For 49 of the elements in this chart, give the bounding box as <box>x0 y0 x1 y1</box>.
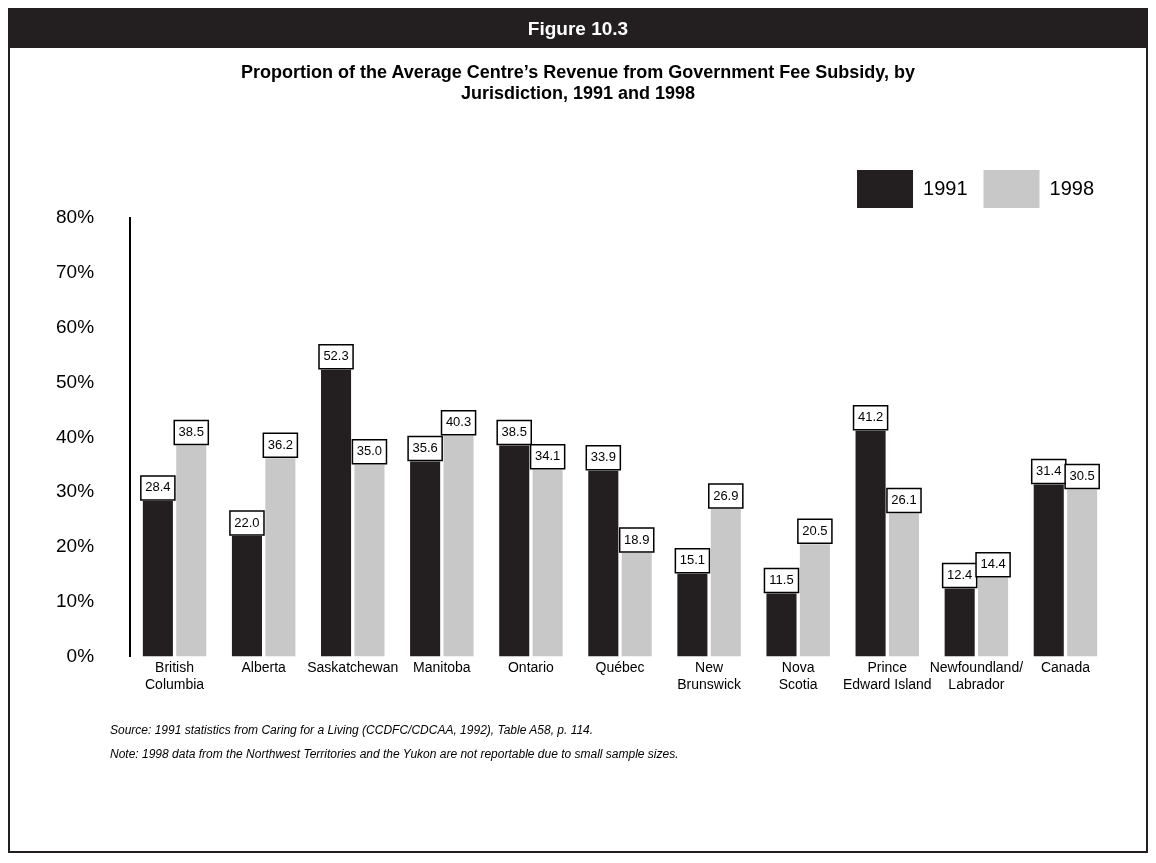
data-label: 12.4 <box>947 567 973 583</box>
y-tick-label: 70% <box>56 261 95 283</box>
text: Note: 1998 data from the Northwest Territories and the Yukon are not reportable due to small sample sizes. <box>110 746 680 763</box>
chart-subtitle: Figure 10.3 <box>10 10 1146 48</box>
x-tick-label: Alberta <box>241 658 287 675</box>
y-tick-label: 30% <box>56 480 95 502</box>
x-tick-label: Québec <box>595 658 645 675</box>
data-label: 35.0 <box>356 443 383 459</box>
x-tick-label: Nova Scotia <box>778 658 818 692</box>
data-label: 40.3 <box>445 414 472 430</box>
data-label: 36.2 <box>267 436 294 452</box>
data-label: 41.2 <box>857 409 884 425</box>
data-label: 15.1 <box>679 552 706 568</box>
data-label: 22.0 <box>234 514 260 530</box>
x-tick-label: Prince Edward Island <box>842 658 932 692</box>
y-tick-label: 80% <box>56 206 95 228</box>
data-label: 35.6 <box>412 440 438 455</box>
data-label: 52.3 <box>323 348 349 364</box>
y-tick-label: 0% <box>66 644 95 666</box>
data-label: 20.5 <box>802 522 828 538</box>
y-tick-label: 40% <box>56 425 95 447</box>
x-tick-label: Manitoba <box>413 658 471 675</box>
source-note: Source: 1991 statistics from Caring for a Living (CCDFC/CDCAA, 1992), Table A58, p. 114. <box>110 722 595 739</box>
x-tick-label: Ontario <box>507 658 555 675</box>
x-tick-label: New Brunswick <box>677 658 742 692</box>
y-tick-label: 20% <box>56 535 95 557</box>
data-label: 38.5 <box>501 424 527 440</box>
y-tick-label: 10% <box>56 590 95 612</box>
y-tick-label: 50% <box>56 370 95 392</box>
data-label: 28.4 <box>145 479 171 495</box>
data-label: 14.4 <box>980 556 1006 572</box>
x-tick-label: British Columbia <box>145 658 205 692</box>
data-label: 38.5 <box>178 424 204 440</box>
data-label: 30.5 <box>1069 467 1095 483</box>
data-label: 18.9 <box>624 531 650 547</box>
data-label: 11.5 <box>769 572 794 588</box>
legend-label: 1991 <box>923 176 968 199</box>
x-tick-label: Saskatchewan <box>307 658 399 675</box>
chart-title: Proportion of the Average Centre’s Revenue from Government Fee Subsidy, by Jurisdiction, 1991 and 1998 <box>240 62 916 104</box>
x-tick-label: Canada <box>1040 658 1091 675</box>
data-label: 31.4 <box>1036 463 1062 479</box>
data-label: 33.9 <box>590 449 616 465</box>
data-label: 34.1 <box>534 448 561 464</box>
bar <box>978 577 1009 657</box>
data-label: 26.1 <box>891 492 917 508</box>
legend-label: 1998 <box>1049 176 1095 199</box>
y-tick-label: 60% <box>56 315 95 337</box>
data-label: 26.9 <box>713 487 739 503</box>
bar <box>1067 489 1098 657</box>
